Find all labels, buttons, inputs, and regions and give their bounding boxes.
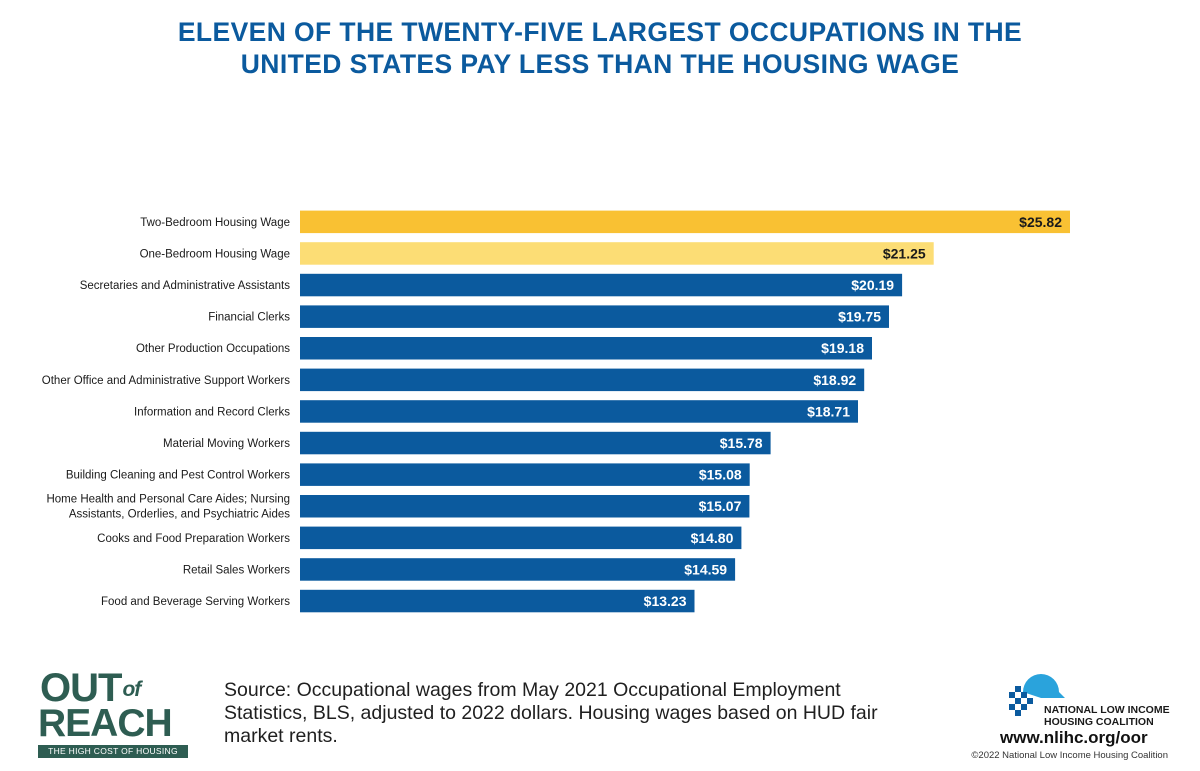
bar-value-label-3: $19.75 [838, 309, 881, 325]
category-label-10: Cooks and Food Preparation Workers [97, 533, 290, 545]
out-of-reach-logo: OUTof REACH THE HIGH COST OF HOUSING [38, 668, 190, 760]
logo-out: OUT [40, 666, 122, 710]
category-label-9: Home Health and Personal Care Aides; Nur… [46, 494, 290, 521]
bar-7 [300, 431, 771, 455]
category-label-3: Financial Clerks [208, 312, 290, 324]
bar-value-label-12: $13.23 [644, 593, 687, 609]
bar-value-label-5: $18.92 [813, 372, 856, 388]
bar-3 [300, 305, 889, 328]
bar-10 [300, 526, 742, 550]
bar-12 [300, 589, 695, 613]
bar-value-label-1: $21.25 [883, 245, 926, 261]
category-label-0: Two-Bedroom Housing Wage [140, 217, 290, 229]
org-name-line-1: NATIONAL LOW INCOME [1044, 704, 1170, 716]
category-label-2: Secretaries and Administrative Assistant… [80, 280, 291, 292]
bar-value-label-11: $14.59 [684, 561, 727, 577]
category-label-12: Food and Beverage Serving Workers [101, 596, 290, 608]
category-label-11: Retail Sales Workers [183, 564, 290, 576]
copyright: ©2022 National Low Income Housing Coalit… [971, 750, 1168, 761]
logo-tagline: THE HIGH COST OF HOUSING [38, 745, 188, 758]
bar-6 [300, 400, 858, 423]
bar-value-label-4: $19.18 [821, 340, 864, 356]
source-note: Source: Occupational wages from May 2021… [224, 679, 878, 747]
category-label-1: One-Bedroom Housing Wage [140, 248, 290, 260]
bar-4 [300, 337, 872, 360]
bar-value-label-9: $15.07 [699, 498, 742, 514]
bar-value-label-0: $25.82 [1019, 214, 1062, 230]
nlihc-house-icon [1009, 674, 1065, 716]
logo-reach: REACH [38, 702, 173, 745]
title-line-2: UNITED STATES PAY LESS THAN THE HOUSING … [240, 49, 960, 79]
nlihc-url: www.nlihc.org/oor [1000, 728, 1148, 747]
category-label-8: Building Cleaning and Pest Control Worke… [66, 470, 290, 482]
bar-value-label-2: $20.19 [851, 277, 894, 293]
bar-0 [300, 210, 1070, 234]
bar-chart: $25.82 Two-Bedroom Housing Wage $21.25 One-… [42, 210, 1070, 613]
category-label-7: Material Moving Workers [163, 438, 290, 450]
nlihc-branding: NATIONAL LOW INCOME HOUSING COALITION ww… [971, 666, 1200, 771]
bar-value-label-6: $18.71 [807, 403, 850, 419]
bar-11 [300, 558, 736, 581]
chart-title: ELEVEN OF THE TWENTY-FIVE LARGEST OCCUPA… [0, 16, 1200, 80]
bar-value-label-7: $15.78 [720, 435, 763, 451]
category-label-6: Information and Record Clerks [134, 406, 290, 418]
bar-9 [300, 495, 750, 518]
nlihc-org-name: NATIONAL LOW INCOME HOUSING COALITION [1044, 704, 1170, 728]
bar-8 [300, 463, 750, 486]
bar-2 [300, 273, 903, 297]
title-line-1: ELEVEN OF THE TWENTY-FIVE LARGEST OCCUPA… [177, 17, 1023, 47]
bar-1 [300, 242, 934, 265]
bar-value-label-10: $14.80 [691, 530, 734, 546]
logo-of: of [122, 678, 141, 701]
bar-value-label-8: $15.08 [699, 467, 742, 483]
bar-5 [300, 368, 865, 392]
category-label-4: Other Production Occupations [136, 343, 290, 355]
org-name-line-2: HOUSING COALITION [1044, 716, 1154, 728]
category-label-5: Other Office and Administrative Support … [42, 375, 290, 387]
